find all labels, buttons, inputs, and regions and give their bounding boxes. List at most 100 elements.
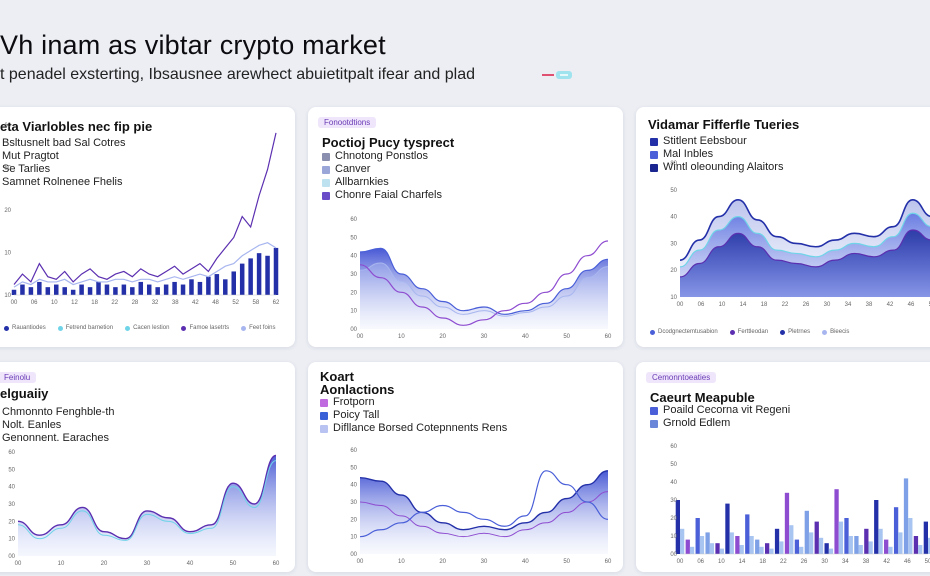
x-tick-label: 30 — [481, 559, 488, 565]
y-tick-label: 30 — [670, 498, 677, 504]
x-tick-label: 06 — [698, 302, 705, 308]
bar — [62, 287, 67, 295]
footer-item: Famoe lasetrts — [181, 325, 229, 331]
legend-item: Frotporn — [320, 396, 507, 409]
legend-item: Canver — [322, 163, 442, 176]
x-tick-label: 22 — [782, 302, 789, 308]
bar — [725, 503, 730, 554]
legend-swatch — [320, 398, 328, 407]
y-tick-label: 20 — [350, 290, 357, 296]
legend-swatch — [320, 424, 328, 433]
bar — [138, 281, 144, 295]
bar — [854, 536, 859, 554]
y-tick-label: 60 — [350, 448, 357, 454]
legend-item: Poicy Tall — [320, 409, 507, 422]
series-line-1 — [359, 247, 609, 315]
bar — [87, 287, 93, 295]
legend-swatch — [322, 178, 330, 187]
x-tick-label: 40 — [522, 334, 529, 340]
y-tick-label: 10 — [350, 309, 357, 315]
x-tick-label: 50 — [230, 561, 237, 567]
bar — [769, 548, 774, 554]
bar — [709, 543, 715, 554]
card-title: Vidamar Fifferfle Tueries — [648, 117, 800, 132]
bar — [37, 281, 42, 295]
x-tick-label: 22 — [780, 559, 787, 565]
bar — [231, 271, 236, 295]
chart-legend: Bsltusnelt bad Sal Cotres Mut Pragtot Se… — [2, 137, 126, 189]
x-tick-label: 06 — [31, 300, 38, 306]
legend-item: Chmonnto Fenghble-th — [2, 406, 115, 418]
legend-item: Mal Inbles — [650, 148, 783, 161]
x-tick-label: 42 — [192, 300, 199, 306]
bar — [11, 289, 17, 295]
legend-item: Nolt. Eanles — [2, 419, 62, 431]
bar — [214, 274, 220, 295]
bar — [45, 287, 51, 295]
bar — [256, 253, 262, 295]
y-tick-label: 40 — [670, 480, 677, 486]
bar — [739, 545, 744, 554]
series-line-2 — [17, 460, 277, 541]
bar — [96, 281, 101, 295]
bar — [729, 532, 734, 554]
bar — [749, 536, 754, 554]
series-line-2 — [359, 262, 609, 317]
bar — [685, 539, 690, 554]
bar — [828, 548, 834, 554]
y-tick-label: 50 — [350, 235, 357, 241]
x-tick-label: 46 — [908, 302, 915, 308]
bar — [794, 539, 800, 554]
x-tick-label: 18 — [761, 302, 768, 308]
x-tick-label: 00 — [15, 561, 22, 567]
legend-item: Se Tarlies — [2, 163, 51, 175]
x-tick-label: 00 — [357, 559, 364, 565]
legend-item: Bsltusnelt bad Sal Cotres — [2, 137, 126, 149]
y-tick-label: 30 — [350, 272, 357, 278]
x-tick-label: 60 — [605, 559, 612, 565]
page-title: Vh inam as vibtar crypto market — [0, 30, 386, 60]
legend-swatch — [322, 191, 330, 200]
y-tick-label: 20 — [670, 516, 677, 522]
bar — [789, 525, 794, 554]
legend-item: Poaild Cecorna vit Regeni — [650, 404, 790, 417]
footer-item: Dcodgnectemtusabion — [650, 329, 718, 335]
bar — [79, 284, 84, 295]
x-tick-label: 10 — [718, 559, 725, 565]
x-tick-label: 30 — [144, 561, 151, 567]
y-tick-label: 00 — [8, 554, 15, 560]
y-tick-label: 20 — [670, 268, 677, 274]
x-tick-label: 32 — [152, 300, 159, 306]
bar — [923, 521, 928, 554]
y-tick-label: 10 — [4, 251, 11, 257]
series-line-3 — [359, 240, 609, 326]
x-tick-label: 60 — [273, 561, 280, 567]
bar — [764, 543, 770, 554]
card-title: Koart Aonlactions — [320, 369, 395, 397]
page-subtitle: t penadel exsterting, Ibsausnee arewhect… — [0, 66, 475, 83]
x-tick-label: 00 — [11, 300, 18, 306]
series-line-1 — [17, 454, 277, 540]
x-tick-label: 00 — [677, 559, 684, 565]
x-tick-label: 50 — [925, 559, 930, 565]
y-tick-label: 10 — [350, 535, 357, 541]
x-tick-label: 26 — [801, 559, 808, 565]
bar — [928, 537, 930, 554]
x-tick-label: 42 — [887, 302, 894, 308]
area-3 — [680, 230, 930, 297]
y-tick-label: 40 — [350, 483, 357, 489]
bar — [121, 284, 127, 295]
x-tick-label: 50 — [563, 559, 570, 565]
bar — [223, 279, 228, 295]
y-tick-label: 60 — [4, 123, 11, 129]
x-tick-label: 26 — [803, 302, 810, 308]
y-tick-label: 00 — [350, 552, 357, 558]
bar — [814, 521, 819, 554]
legend-item: Stitlent Eebsbour — [650, 135, 783, 148]
bar — [130, 287, 135, 295]
chart-legend: Frotporn Poicy Tall Difllance Borsed Cot… — [320, 396, 507, 435]
card-title: elguaiiy — [0, 386, 49, 401]
legend-item: Difllance Borsed Cotepnnents Rens — [320, 422, 507, 435]
